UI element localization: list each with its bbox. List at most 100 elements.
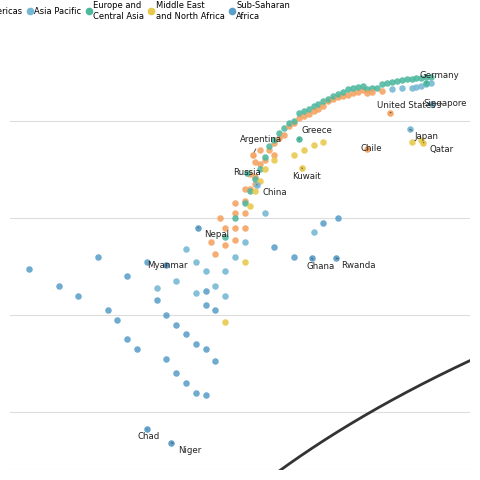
Point <box>314 100 322 108</box>
Point <box>256 166 264 173</box>
Text: Chile: Chile <box>360 144 382 153</box>
Text: Singapore: Singapore <box>423 99 467 108</box>
Point <box>251 180 259 188</box>
Point <box>339 88 347 96</box>
Point <box>256 178 264 185</box>
Point <box>251 187 259 195</box>
Point <box>231 214 239 222</box>
Point <box>349 84 357 92</box>
Point <box>270 136 278 144</box>
Point <box>364 85 372 93</box>
Text: Kuwait: Kuwait <box>292 168 321 180</box>
Point <box>270 151 278 158</box>
Point <box>300 146 308 154</box>
Point <box>221 240 229 248</box>
Point <box>270 156 278 163</box>
Point <box>359 86 366 94</box>
Point <box>285 122 293 130</box>
Point <box>202 267 210 275</box>
Point <box>320 219 327 227</box>
Point <box>280 124 288 132</box>
Point <box>231 209 239 217</box>
Point <box>422 73 430 81</box>
Point <box>192 289 200 297</box>
Text: Niger: Niger <box>171 443 202 456</box>
Point <box>153 297 160 304</box>
Point <box>300 107 308 115</box>
Point <box>398 76 406 84</box>
Point <box>168 439 175 446</box>
Point <box>393 77 401 84</box>
Point <box>231 253 239 261</box>
Point <box>418 83 425 90</box>
Point <box>324 95 332 103</box>
Point <box>256 160 264 168</box>
Point <box>246 187 253 195</box>
Point <box>408 84 415 92</box>
Point <box>202 391 210 399</box>
Point <box>194 224 202 231</box>
Point <box>212 282 219 289</box>
Point <box>310 107 317 115</box>
Point <box>305 105 312 112</box>
Point <box>265 142 273 150</box>
Point <box>276 134 283 142</box>
Point <box>241 199 249 207</box>
Point <box>364 89 372 96</box>
Point <box>251 173 259 180</box>
Legend: Americas, Asia Pacific, Europe and
Central Asia, Middle East
and North Africa, S: Americas, Asia Pacific, Europe and Centr… <box>0 1 290 21</box>
Point <box>265 146 273 154</box>
Point <box>276 129 283 137</box>
Point <box>133 345 141 353</box>
Point <box>320 138 327 146</box>
Point <box>182 246 190 253</box>
Point <box>114 316 121 324</box>
Point <box>246 170 253 178</box>
Point <box>143 425 151 433</box>
Point <box>334 90 342 98</box>
Point <box>398 84 406 92</box>
Point <box>202 287 210 295</box>
Text: Chad: Chad <box>137 429 159 441</box>
Point <box>334 94 342 101</box>
Point <box>221 318 229 326</box>
Point <box>403 75 410 83</box>
Point <box>192 258 200 265</box>
Point <box>320 97 327 105</box>
Point <box>172 321 180 328</box>
Point <box>354 83 361 91</box>
Point <box>329 93 337 100</box>
Text: Rwanda: Rwanda <box>336 258 375 270</box>
Point <box>290 253 298 261</box>
Point <box>182 379 190 387</box>
Point <box>314 105 322 112</box>
Point <box>231 199 239 207</box>
Point <box>216 214 224 222</box>
Point <box>324 97 332 105</box>
Point <box>172 370 180 377</box>
Point <box>349 89 357 97</box>
Text: Argentina: Argentina <box>240 135 282 152</box>
Text: Myanmar: Myanmar <box>147 262 187 270</box>
Point <box>249 151 257 158</box>
Point <box>241 258 249 265</box>
Point <box>74 292 82 300</box>
Text: Japan: Japan <box>409 130 439 141</box>
Point <box>246 185 253 192</box>
Point <box>246 202 253 210</box>
Point <box>290 117 298 124</box>
Point <box>182 331 190 338</box>
Point <box>386 109 394 117</box>
Point <box>420 139 427 146</box>
Point <box>418 136 425 144</box>
Point <box>334 214 342 222</box>
Point <box>221 224 229 231</box>
Point <box>378 87 386 95</box>
Point <box>408 138 415 146</box>
Point <box>373 84 381 92</box>
Point <box>25 265 33 273</box>
Point <box>428 100 436 108</box>
Point <box>153 285 160 292</box>
Point <box>241 238 249 246</box>
Point <box>256 146 264 154</box>
